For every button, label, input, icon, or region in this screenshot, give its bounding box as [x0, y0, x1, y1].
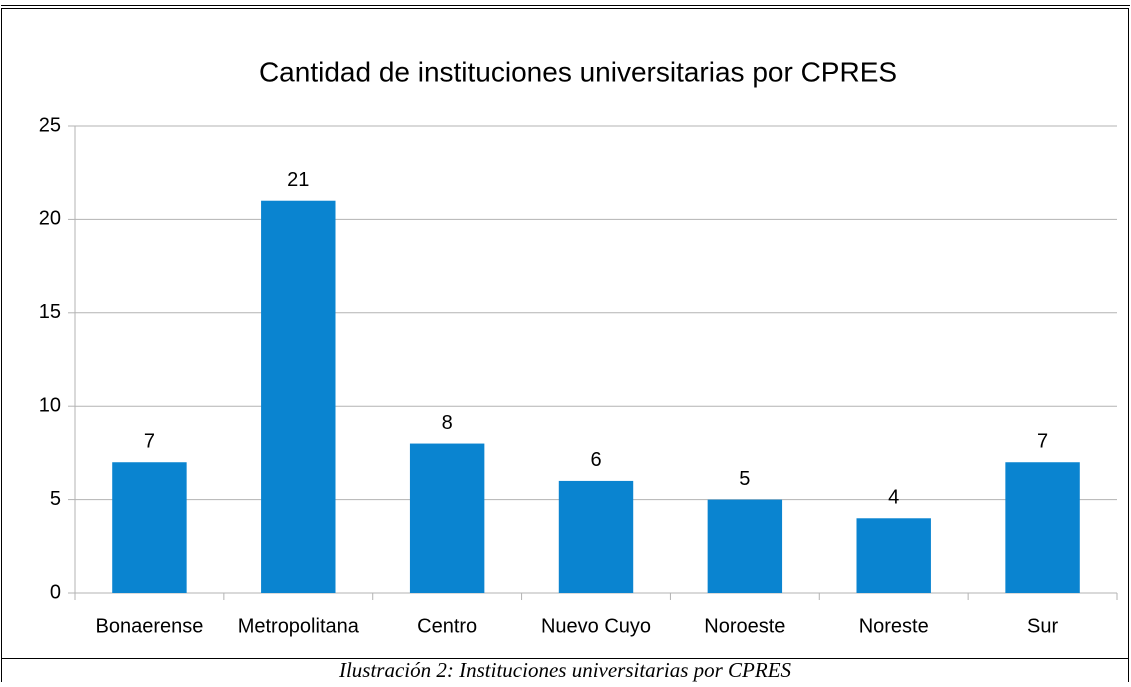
x-tick-label: Metropolitana: [238, 615, 360, 637]
x-tick-label: Noroeste: [704, 615, 785, 637]
y-tick-label: 10: [39, 394, 61, 416]
y-tick-label: 25: [39, 114, 61, 136]
bar: [409, 443, 485, 593]
bar: [558, 480, 634, 593]
data-label: 7: [144, 431, 155, 453]
caption: Ilustración 2: Instituciones universitar…: [338, 658, 792, 682]
y-tick-label: 20: [39, 208, 61, 230]
data-label: 7: [1037, 431, 1048, 453]
bar: [112, 462, 187, 593]
data-label: 6: [590, 449, 601, 471]
y-tick-label: 5: [50, 488, 61, 510]
caption-frame: [1, 658, 1129, 687]
chart-title: Cantidad de instituciones universitarias…: [259, 56, 897, 87]
x-tick-label: Centro: [417, 615, 477, 637]
x-tick-label: Nuevo Cuyo: [541, 615, 651, 637]
bar: [707, 499, 783, 593]
data-label: 4: [888, 487, 899, 509]
y-tick-label: 0: [50, 581, 61, 603]
x-tick-label: Bonaerense: [95, 615, 203, 637]
bar: [1005, 462, 1080, 593]
x-tick-label: Sur: [1027, 615, 1058, 637]
data-label: 8: [442, 412, 453, 434]
y-tick-label: 15: [39, 301, 61, 323]
bar: [261, 200, 336, 593]
bar: [856, 518, 931, 593]
x-tick-label: Noreste: [859, 615, 929, 637]
data-label: 21: [287, 169, 309, 191]
data-label: 5: [739, 468, 750, 490]
